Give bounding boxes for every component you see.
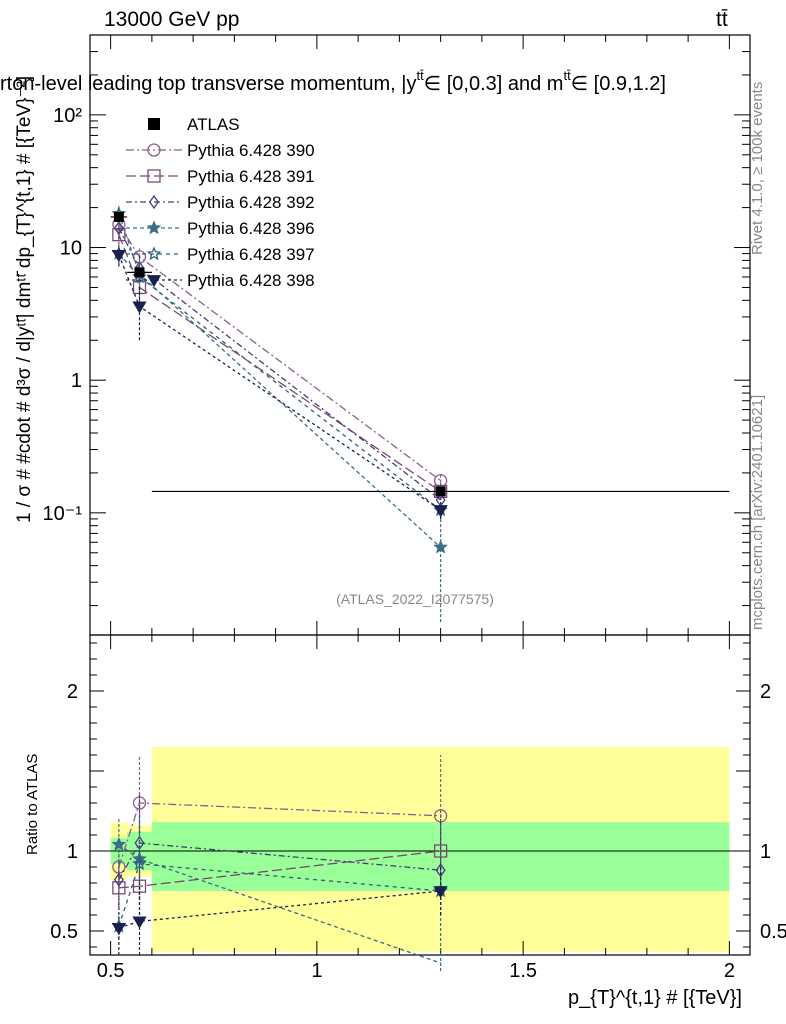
x-tick-label: 2 bbox=[724, 960, 735, 982]
ratio-series-point bbox=[435, 863, 446, 878]
x-tick-label: 0.5 bbox=[97, 960, 125, 982]
title-part-1: rton-level leading top transverse moment… bbox=[0, 73, 417, 95]
legend-label: Pythia 6.428 398 bbox=[187, 271, 315, 290]
title-part-2: ∈ [0,0.3] and m bbox=[424, 73, 564, 95]
main-y-axis-title: 1 / σ # #cdot # d³σ / d|yᵗᵗ̄| dmᵗᵗ̄ dp_{… bbox=[14, 76, 35, 523]
ratio-uncertainty-bands bbox=[90, 747, 750, 952]
main-series-point bbox=[433, 539, 448, 554]
plot-title: rton-level leading top transverse moment… bbox=[0, 68, 666, 95]
ratio-series-layer bbox=[111, 755, 448, 971]
main-series-line bbox=[118, 253, 442, 511]
x-tick-label: 1 bbox=[311, 960, 322, 982]
ratio-y-tick-label-right: 1 bbox=[760, 841, 771, 863]
legend-data-marker bbox=[148, 118, 160, 130]
ratio-panel-frame bbox=[89, 634, 751, 956]
main-axes: 10⁻¹ 1 10 10² 0.5 1 1.5 2 bbox=[43, 34, 750, 982]
title-sup-2: tt̄ bbox=[563, 68, 571, 83]
ratio-y-tick-label: 2 bbox=[67, 681, 78, 703]
legend-marker bbox=[146, 246, 162, 261]
ratio-series-line bbox=[118, 844, 441, 964]
legend-label: Pythia 6.428 392 bbox=[187, 193, 315, 212]
legend-marker bbox=[147, 143, 161, 157]
data-point bbox=[113, 211, 124, 222]
main-y-tick-label: 1 bbox=[71, 370, 82, 392]
legend-data-label: ATLAS bbox=[187, 115, 240, 134]
x-tick-label: 1.5 bbox=[509, 960, 537, 982]
title-part-3: ∈ [0.9,1.2] bbox=[571, 73, 666, 95]
main-series-point bbox=[111, 250, 127, 263]
ratio-series-point bbox=[132, 916, 147, 929]
mcplots-label: mcplots.cern.ch [arXiv:2401.10621] bbox=[749, 395, 766, 630]
legend: ATLAS Pythia 6.428 390 Pythia 6.428 391 Pyt… bbox=[126, 115, 315, 290]
title-sup-1: tt̄ bbox=[417, 68, 425, 83]
legend-label: Pythia 6.428 390 bbox=[187, 141, 315, 160]
main-series-line bbox=[118, 227, 442, 501]
main-series-point bbox=[113, 221, 124, 236]
legend-marker bbox=[149, 194, 159, 210]
legend-marker bbox=[146, 220, 162, 235]
legend-label: Pythia 6.428 391 bbox=[187, 167, 315, 186]
legend-marker bbox=[147, 169, 161, 183]
main-series-point bbox=[433, 505, 448, 518]
main-series-point bbox=[132, 301, 147, 314]
process-label: tt̄ bbox=[716, 8, 728, 31]
ratio-series-point bbox=[111, 836, 127, 851]
data-point bbox=[134, 267, 145, 278]
ratio-axes: 0.5 0.5 1 1 2 2 bbox=[50, 642, 786, 948]
rivet-label: Rivet 4.1.0, ≥ 100k events bbox=[749, 82, 766, 255]
main-y-tick-label: 10 bbox=[60, 238, 82, 260]
main-series-layer bbox=[110, 204, 730, 623]
ratio-series-point bbox=[113, 872, 124, 887]
main-y-tick-label: 10⁻¹ bbox=[43, 503, 83, 525]
ratio-y-tick-label-right: 0.5 bbox=[760, 921, 786, 943]
ratio-y-tick-label: 1 bbox=[67, 841, 78, 863]
main-y-tick-label: 10² bbox=[53, 105, 82, 127]
ratio-y-tick-label: 0.5 bbox=[50, 921, 78, 943]
ratio-series-line bbox=[118, 890, 441, 929]
x-axis-title: p_{T}^{t,1} # [{TeV}] bbox=[568, 987, 742, 1009]
legend-label: Pythia 6.428 397 bbox=[187, 245, 315, 264]
legend-label: Pythia 6.428 396 bbox=[187, 219, 315, 238]
analysis-watermark: (ATLAS_2022_I2077575) bbox=[336, 591, 494, 607]
ratio-y-tick-label-right: 2 bbox=[760, 681, 771, 703]
energy-label: 13000 GeV pp bbox=[104, 8, 239, 31]
data-point bbox=[435, 486, 446, 497]
legend-marker bbox=[146, 275, 162, 288]
ratio-series-point bbox=[433, 886, 448, 899]
ratio-series-point bbox=[132, 856, 147, 871]
ratio-y-axis-title: Ratio to ATLAS bbox=[24, 754, 41, 855]
ratio-series-point bbox=[111, 922, 127, 936]
